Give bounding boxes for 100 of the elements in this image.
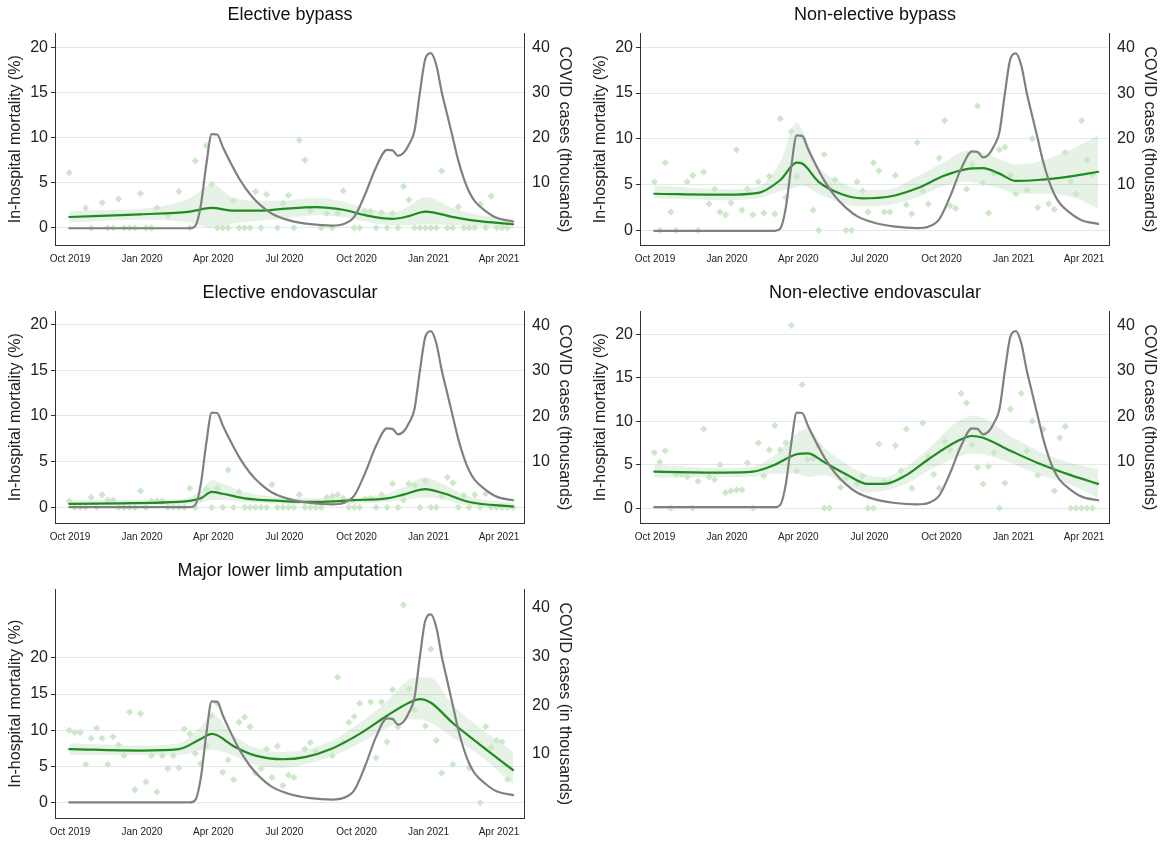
x-tick-label: Oct 2019 xyxy=(634,530,676,542)
y-tick-label: 5 xyxy=(39,756,49,774)
x-tick-label: Apr 2021 xyxy=(478,252,520,264)
y-tick-label: 15 xyxy=(615,83,634,101)
y-tick-label: 15 xyxy=(30,82,49,100)
x-tick-label: Apr 2020 xyxy=(778,252,820,264)
y-tick-label: 0 xyxy=(39,497,49,515)
y2-tick-label: 20 xyxy=(1117,406,1135,424)
y-axis-title: In-hospital mortality (%) xyxy=(591,333,609,502)
x-tick-label: Jul 2020 xyxy=(850,530,889,542)
y-tick-label: 20 xyxy=(615,324,634,342)
y-tick-label: 5 xyxy=(624,455,634,473)
x-tick-label: Oct 2019 xyxy=(49,530,91,542)
x-tick-label: Jul 2020 xyxy=(850,252,889,264)
y-tick-label: 10 xyxy=(615,129,634,147)
x-tick-label: Apr 2020 xyxy=(193,252,235,264)
y-tick-label: 10 xyxy=(30,720,49,738)
y-tick-label: 0 xyxy=(624,220,634,238)
x-tick-label: Apr 2021 xyxy=(478,530,520,542)
y2-tick-label: 10 xyxy=(1117,175,1135,193)
chart-title: Major lower limb amputation xyxy=(177,559,403,580)
x-tick-label: Jul 2020 xyxy=(265,825,304,837)
x-tick-label: Oct 2019 xyxy=(49,825,91,837)
x-tick-label: Jan 2021 xyxy=(992,252,1035,264)
y-tick-label: 0 xyxy=(624,498,634,516)
y2-tick-label: 40 xyxy=(532,315,550,333)
y-tick-label: 5 xyxy=(39,173,49,191)
y-tick-label: 15 xyxy=(30,360,49,378)
y-tick-label: 10 xyxy=(615,411,634,429)
y2-axis-title: COVID cases (thousands) xyxy=(556,324,574,511)
y-tick-label: 15 xyxy=(615,368,634,386)
y2-tick-label: 20 xyxy=(1117,129,1135,147)
x-tick-label: Oct 2019 xyxy=(49,252,91,264)
x-tick-label: Jan 2021 xyxy=(407,825,450,837)
y2-tick-label: 40 xyxy=(532,37,550,55)
y2-axis-title: COVID cases (thousands) xyxy=(1141,46,1159,233)
y-tick-label: 15 xyxy=(30,684,49,702)
x-tick-label: Jan 2021 xyxy=(992,530,1035,542)
y2-tick-label: 10 xyxy=(1117,452,1135,470)
y-axis-title: In-hospital mortality (%) xyxy=(591,55,609,224)
chart-title: Non-elective bypass xyxy=(793,3,957,24)
x-tick-label: Jul 2020 xyxy=(265,530,304,542)
x-tick-label: Oct 2020 xyxy=(921,530,963,542)
y-axis-title: In-hospital mortality (%) xyxy=(6,333,24,502)
y-tick-label: 5 xyxy=(624,175,634,193)
y-tick-label: 20 xyxy=(615,37,634,55)
y2-tick-label: 20 xyxy=(532,128,550,146)
y-axis-title: In-hospital mortality (%) xyxy=(6,55,24,224)
x-tick-label: Apr 2021 xyxy=(1063,530,1105,542)
y2-axis-title: COVID cases (in thousands) xyxy=(556,602,574,806)
line-series xyxy=(68,330,515,509)
y2-tick-label: 20 xyxy=(532,695,550,713)
y2-axis-title: COVID cases (thousands) xyxy=(556,46,574,233)
y2-tick-label: 10 xyxy=(532,452,550,470)
chart-title: Non-elective endovascular xyxy=(768,281,982,302)
y2-tick-label: 10 xyxy=(532,744,550,762)
x-tick-label: Jan 2021 xyxy=(407,530,450,542)
y2-tick-label: 30 xyxy=(1117,361,1135,379)
y2-tick-label: 30 xyxy=(532,361,550,379)
y-tick-label: 20 xyxy=(30,37,49,55)
line-series xyxy=(68,51,515,230)
y2-tick-label: 30 xyxy=(532,82,550,100)
x-tick-label: Jul 2020 xyxy=(265,252,304,264)
y-tick-label: 20 xyxy=(30,648,49,666)
x-tick-label: Apr 2020 xyxy=(193,530,235,542)
x-tick-label: Apr 2020 xyxy=(193,825,235,837)
y-tick-label: 5 xyxy=(39,452,49,470)
chart-title: Elective bypass xyxy=(227,3,353,24)
x-tick-label: Jan 2020 xyxy=(706,530,749,542)
y-tick-label: 10 xyxy=(30,406,49,424)
y2-tick-label: 30 xyxy=(1117,83,1135,101)
y2-tick-label: 40 xyxy=(1117,315,1135,333)
x-tick-label: Jan 2021 xyxy=(407,252,450,264)
y-tick-label: 0 xyxy=(39,218,49,236)
x-tick-label: Apr 2021 xyxy=(1063,252,1105,264)
x-tick-label: Oct 2020 xyxy=(336,252,378,264)
y2-tick-label: 10 xyxy=(532,173,550,191)
x-tick-label: Oct 2019 xyxy=(634,252,676,264)
y-tick-label: 20 xyxy=(30,314,49,332)
x-tick-label: Jan 2020 xyxy=(121,825,164,837)
chart-title: Elective endovascular xyxy=(202,281,378,302)
line-series xyxy=(653,52,1100,232)
y2-tick-label: 30 xyxy=(532,647,550,665)
y-tick-label: 0 xyxy=(39,793,49,811)
line-series xyxy=(653,161,1100,200)
x-tick-label: Oct 2020 xyxy=(336,825,378,837)
y2-axis-title: COVID cases (thousands) xyxy=(1141,324,1159,511)
line-series xyxy=(68,697,515,772)
line-series xyxy=(653,434,1100,485)
y2-tick-label: 40 xyxy=(1117,37,1135,55)
x-tick-label: Jan 2020 xyxy=(121,530,164,542)
x-tick-label: Apr 2020 xyxy=(778,530,820,542)
x-tick-label: Oct 2020 xyxy=(921,252,963,264)
x-tick-label: Jan 2020 xyxy=(706,252,749,264)
y-axis-title: In-hospital mortality (%) xyxy=(6,619,24,788)
y2-tick-label: 20 xyxy=(532,406,550,424)
x-tick-label: Apr 2021 xyxy=(478,825,520,837)
y-tick-label: 10 xyxy=(30,127,49,145)
y2-tick-label: 40 xyxy=(532,598,550,616)
x-tick-label: Jan 2020 xyxy=(121,252,164,264)
